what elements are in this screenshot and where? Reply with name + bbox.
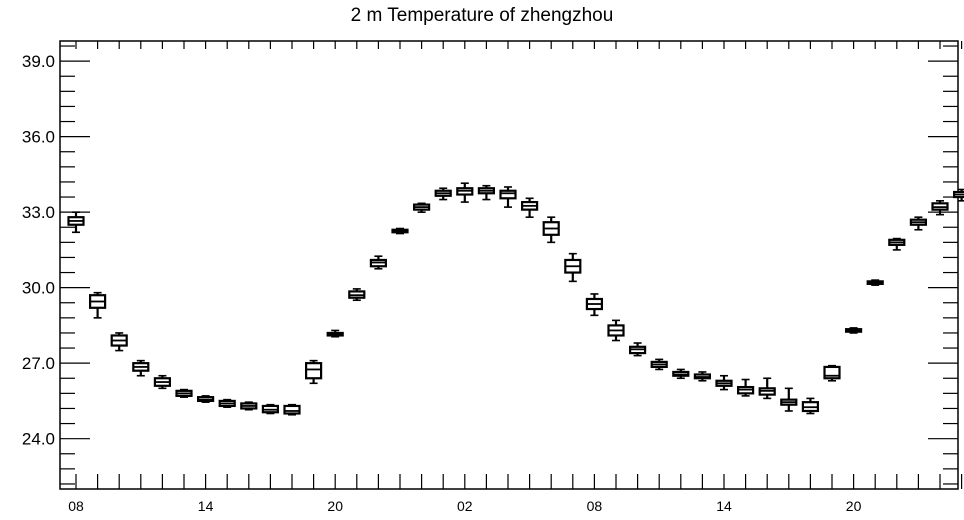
box-34	[801, 397, 820, 415]
box-6	[197, 395, 215, 403]
box-36	[844, 327, 863, 334]
box-22	[542, 216, 560, 244]
box-body	[499, 189, 517, 200]
box-40	[931, 200, 949, 216]
box-32	[758, 377, 776, 400]
box-38	[888, 237, 906, 251]
box-20	[499, 186, 517, 208]
y-tick-label: 33.0	[22, 203, 55, 222]
box-series	[67, 182, 964, 416]
box-28	[672, 368, 690, 380]
box-2	[110, 332, 128, 352]
box-39	[909, 216, 928, 231]
x-tick-label: 20	[846, 498, 862, 514]
box-10	[283, 403, 301, 416]
x-tick-label: 20	[327, 498, 343, 514]
box-23	[564, 252, 582, 283]
y-axis: 24.0 27.0 30.0 33.0 36.0 39.0	[22, 45, 958, 485]
y-tick-label: 36.0	[22, 128, 55, 147]
y-tick-label: 27.0	[22, 354, 55, 373]
box-30	[715, 374, 733, 391]
box-24	[585, 293, 604, 317]
box-21	[520, 197, 539, 218]
box-5	[175, 388, 193, 398]
box-18	[456, 182, 474, 203]
box-8	[240, 401, 258, 411]
box-14	[369, 255, 387, 270]
box-25	[607, 319, 625, 342]
y-tick-label: 24.0	[22, 430, 55, 449]
box-13	[348, 288, 366, 302]
box-16	[413, 202, 431, 213]
box-37	[866, 279, 884, 286]
box-31	[736, 378, 755, 397]
x-tick-label: 08	[68, 498, 84, 514]
box-27	[650, 358, 668, 371]
x-tick-label: 08	[587, 498, 603, 514]
box-11	[305, 359, 323, 385]
y-tick-label: 39.0	[22, 52, 55, 71]
box-19	[477, 184, 495, 201]
box-29	[693, 371, 712, 382]
y-tick-label: 30.0	[22, 279, 55, 298]
box-1	[88, 291, 107, 319]
box-41	[952, 188, 964, 202]
box-17	[434, 187, 452, 201]
box-26	[628, 342, 647, 357]
x-tick-label: 02	[457, 498, 473, 514]
box-3	[132, 359, 150, 377]
box-body	[305, 362, 323, 380]
box-body	[823, 365, 841, 380]
box-12	[326, 329, 344, 338]
box-33	[780, 387, 798, 412]
box-4	[153, 374, 171, 390]
box-0	[67, 211, 85, 234]
x-tick-label: 14	[198, 498, 214, 514]
box-35	[823, 364, 841, 382]
box-7	[218, 398, 236, 409]
x-tick-label: 14	[716, 498, 732, 514]
box-9	[261, 403, 279, 415]
box-15	[391, 227, 409, 235]
box-body	[283, 404, 301, 415]
x-axis: 081420020814200208	[68, 41, 963, 514]
chart-title: 2 m Temperature of zhengzhou	[350, 5, 614, 26]
plot-frame	[59, 40, 959, 490]
